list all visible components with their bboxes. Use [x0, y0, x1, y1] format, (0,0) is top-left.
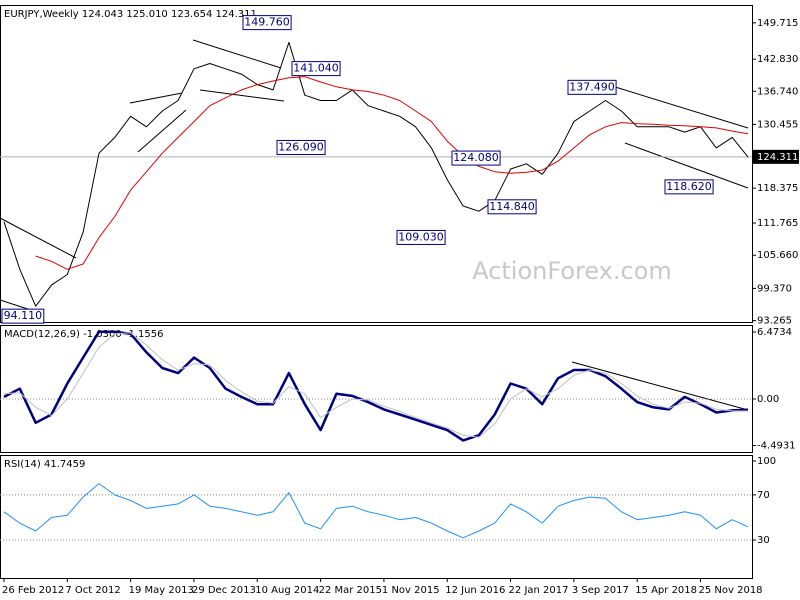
annotation-box — [396, 229, 446, 245]
annotation-label: 126.090 — [278, 140, 324, 153]
trend-line — [0, 217, 77, 259]
series-line — [3, 41, 749, 307]
pane-border — [0, 325, 753, 453]
y-tick-label: 142.830 — [757, 54, 798, 65]
annotation-box — [664, 179, 714, 195]
y-tick-label: 149.715 — [757, 18, 798, 29]
y-tick-label: 99.370 — [757, 283, 792, 294]
pane-border — [0, 5, 753, 323]
last-price-label: 124.311 — [757, 152, 798, 163]
trend-line — [129, 92, 183, 104]
x-tick-label: 15 Apr 2018 — [635, 585, 697, 596]
y-tick-label: -4.4931 — [757, 441, 796, 452]
series-line — [3, 483, 749, 539]
annotation-label: 141.040 — [293, 62, 339, 75]
trend-lines — [0, 39, 749, 411]
watermark: ActionForex.com — [472, 257, 672, 285]
y-tick-label: 111.765 — [757, 218, 798, 229]
x-tick-label: 29 Dec 2013 — [192, 585, 256, 596]
x-tick-label: 25 Nov 2018 — [699, 585, 763, 596]
pane-title: EURJPY,Weekly 124.043 125.010 123.654 12… — [4, 9, 257, 20]
annotation-label: 109.030 — [398, 230, 444, 243]
x-tick-label: 1 Nov 2015 — [382, 585, 440, 596]
series-line — [3, 332, 749, 438]
y-tick-label: 70 — [757, 490, 770, 501]
pane-border — [0, 455, 753, 579]
x-tick-label: 3 Sep 2017 — [572, 585, 629, 596]
y-tick-label: 6.4734 — [757, 327, 792, 338]
trend-line — [624, 142, 749, 189]
x-tick-label: 7 Oct 2012 — [65, 585, 120, 596]
trend-line — [611, 85, 749, 129]
trend-line — [192, 39, 282, 69]
x-tick-label: 22 Mar 2015 — [319, 585, 382, 596]
x-tick-label: 10 Aug 2014 — [255, 585, 319, 596]
y-tick-label: 118.375 — [757, 183, 798, 194]
y-tick-label: 136.740 — [757, 86, 798, 97]
x-tick-label: 19 May 2013 — [129, 585, 194, 596]
annotation-box — [451, 150, 501, 166]
annotation-label: 149.760 — [244, 16, 290, 29]
annotation-box — [276, 139, 326, 155]
x-tick-label: 26 Feb 2012 — [2, 585, 64, 596]
x-tick-label: 12 Jun 2016 — [445, 585, 505, 596]
annotation-label: 124.080 — [453, 151, 499, 164]
annotation-label: 118.620 — [666, 180, 712, 193]
annotation-label: 137.490 — [569, 80, 615, 93]
trend-line — [571, 361, 749, 411]
y-tick-label: 93.265 — [757, 316, 792, 327]
pane-title: MACD(12,26,9) -1.0300 -1.1556 — [4, 329, 164, 340]
trend-line — [137, 109, 187, 153]
annotation-box — [242, 15, 292, 31]
annotation-box — [1, 308, 45, 324]
annotation-box — [567, 79, 617, 95]
annotation-box — [487, 199, 537, 215]
annotation-label: 94.110 — [4, 309, 43, 322]
annotation-label: 114.840 — [489, 200, 535, 213]
y-tick-label: 0.00 — [757, 394, 779, 405]
pane-title: RSI(14) 41.7459 — [4, 459, 85, 470]
y-tick-label: 130.455 — [757, 119, 798, 130]
y-tick-label: 105.660 — [757, 250, 798, 261]
series-line — [35, 76, 749, 270]
y-tick-label: 100 — [757, 456, 776, 467]
annotation-box — [291, 61, 341, 77]
x-tick-label: 22 Jan 2017 — [509, 585, 569, 596]
y-tick-label: 30 — [757, 535, 770, 546]
trend-line — [199, 89, 285, 102]
last-price-box — [753, 149, 799, 164]
